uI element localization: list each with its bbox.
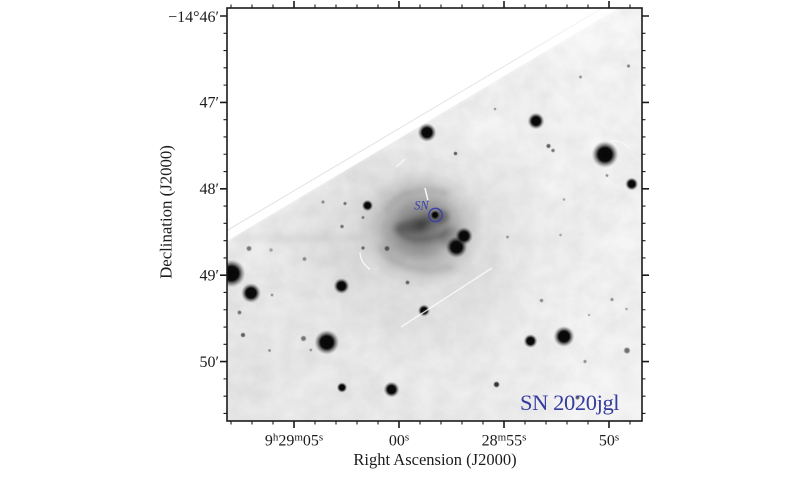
svg-text:28m55s: 28m55s — [482, 432, 527, 450]
svg-text:00s: 00s — [389, 432, 409, 450]
svg-text:SN: SN — [414, 199, 429, 213]
svg-text:50s: 50s — [599, 432, 619, 450]
svg-text:50′: 50′ — [200, 354, 220, 371]
svg-text:Right Ascension (J2000): Right Ascension (J2000) — [353, 450, 516, 469]
svg-text:47′: 47′ — [200, 95, 220, 112]
svg-text:48′: 48′ — [200, 181, 220, 198]
svg-text:49′: 49′ — [200, 267, 220, 284]
svg-text:SN 2020jgl: SN 2020jgl — [520, 390, 619, 415]
svg-text:9h29m05s: 9h29m05s — [265, 432, 323, 450]
svg-text:Declination (J2000): Declination (J2000) — [157, 145, 176, 279]
svg-text:−14°46′: −14°46′ — [168, 9, 219, 26]
